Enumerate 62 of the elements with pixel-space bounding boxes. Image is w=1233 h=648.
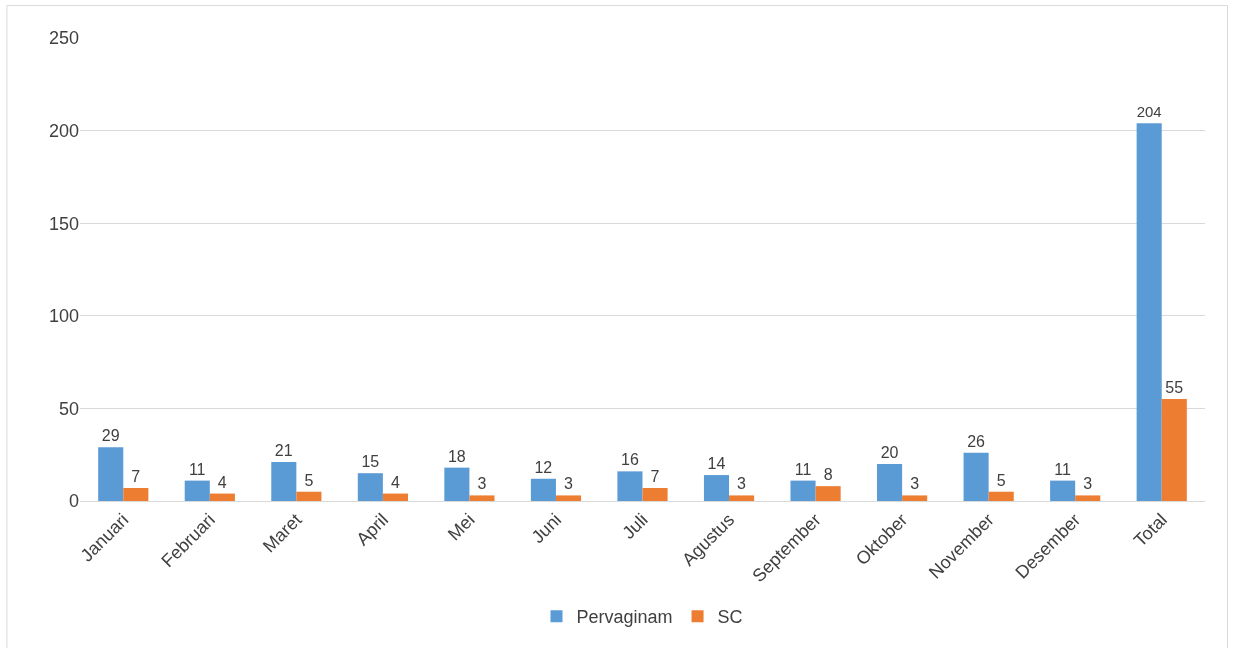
bar bbox=[1075, 495, 1101, 501]
y-tick-label: 150 bbox=[48, 213, 79, 234]
data-label: 8 bbox=[823, 466, 833, 484]
y-tick-label: 100 bbox=[48, 306, 79, 327]
bar bbox=[815, 486, 841, 501]
data-label: 4 bbox=[390, 473, 400, 491]
bar bbox=[703, 475, 730, 501]
data-label: 3 bbox=[1083, 475, 1093, 493]
bar bbox=[617, 471, 643, 501]
y-tick-label: 250 bbox=[48, 28, 79, 49]
bar bbox=[98, 447, 124, 501]
data-label: 11 bbox=[794, 460, 812, 478]
bar bbox=[729, 495, 755, 501]
data-label: 4 bbox=[217, 473, 227, 491]
bar bbox=[555, 495, 582, 501]
bar bbox=[642, 488, 668, 501]
bar bbox=[184, 480, 210, 501]
bar bbox=[357, 473, 383, 501]
bar bbox=[209, 493, 235, 501]
data-label: 5 bbox=[996, 471, 1006, 489]
data-label: 16 bbox=[621, 451, 639, 469]
y-tick-label: 50 bbox=[58, 398, 79, 419]
data-label: 3 bbox=[477, 475, 487, 493]
data-label: 14 bbox=[707, 455, 726, 473]
legend-label: SC bbox=[717, 607, 743, 628]
data-label: 7 bbox=[131, 468, 141, 486]
x-tick-label: Mei bbox=[443, 509, 479, 545]
y-tick-label: 0 bbox=[68, 491, 79, 512]
bar bbox=[1050, 480, 1076, 501]
data-label: 204 bbox=[1136, 103, 1162, 121]
bar bbox=[1161, 399, 1187, 501]
data-label: 21 bbox=[274, 442, 293, 460]
bar bbox=[469, 495, 495, 501]
bar bbox=[902, 495, 928, 501]
data-label: 12 bbox=[534, 458, 553, 476]
data-label: 11 bbox=[1054, 460, 1071, 478]
bar bbox=[530, 478, 556, 501]
bar bbox=[123, 488, 149, 501]
data-label: 29 bbox=[101, 427, 120, 445]
data-label: 11 bbox=[188, 460, 206, 478]
data-label: 3 bbox=[737, 475, 747, 493]
data-label: 3 bbox=[564, 475, 574, 493]
data-label: 15 bbox=[361, 453, 380, 471]
bar bbox=[382, 493, 408, 501]
data-label: 3 bbox=[910, 475, 920, 493]
bar bbox=[790, 480, 816, 501]
legend-label: Pervaginam bbox=[576, 607, 673, 628]
data-label: 55 bbox=[1165, 379, 1184, 397]
x-tick-label: Juli bbox=[618, 509, 652, 543]
bar bbox=[1136, 123, 1162, 501]
data-label: 26 bbox=[967, 432, 986, 450]
data-label: 20 bbox=[880, 443, 899, 461]
bar bbox=[271, 462, 297, 501]
data-label: 5 bbox=[304, 471, 314, 489]
bar bbox=[877, 463, 903, 501]
y-tick-label: 200 bbox=[48, 120, 79, 141]
bar bbox=[296, 491, 322, 501]
data-label: 7 bbox=[650, 468, 660, 486]
data-label: 18 bbox=[447, 447, 466, 465]
bar bbox=[988, 491, 1014, 501]
bar bbox=[963, 452, 989, 501]
bar bbox=[444, 467, 470, 501]
